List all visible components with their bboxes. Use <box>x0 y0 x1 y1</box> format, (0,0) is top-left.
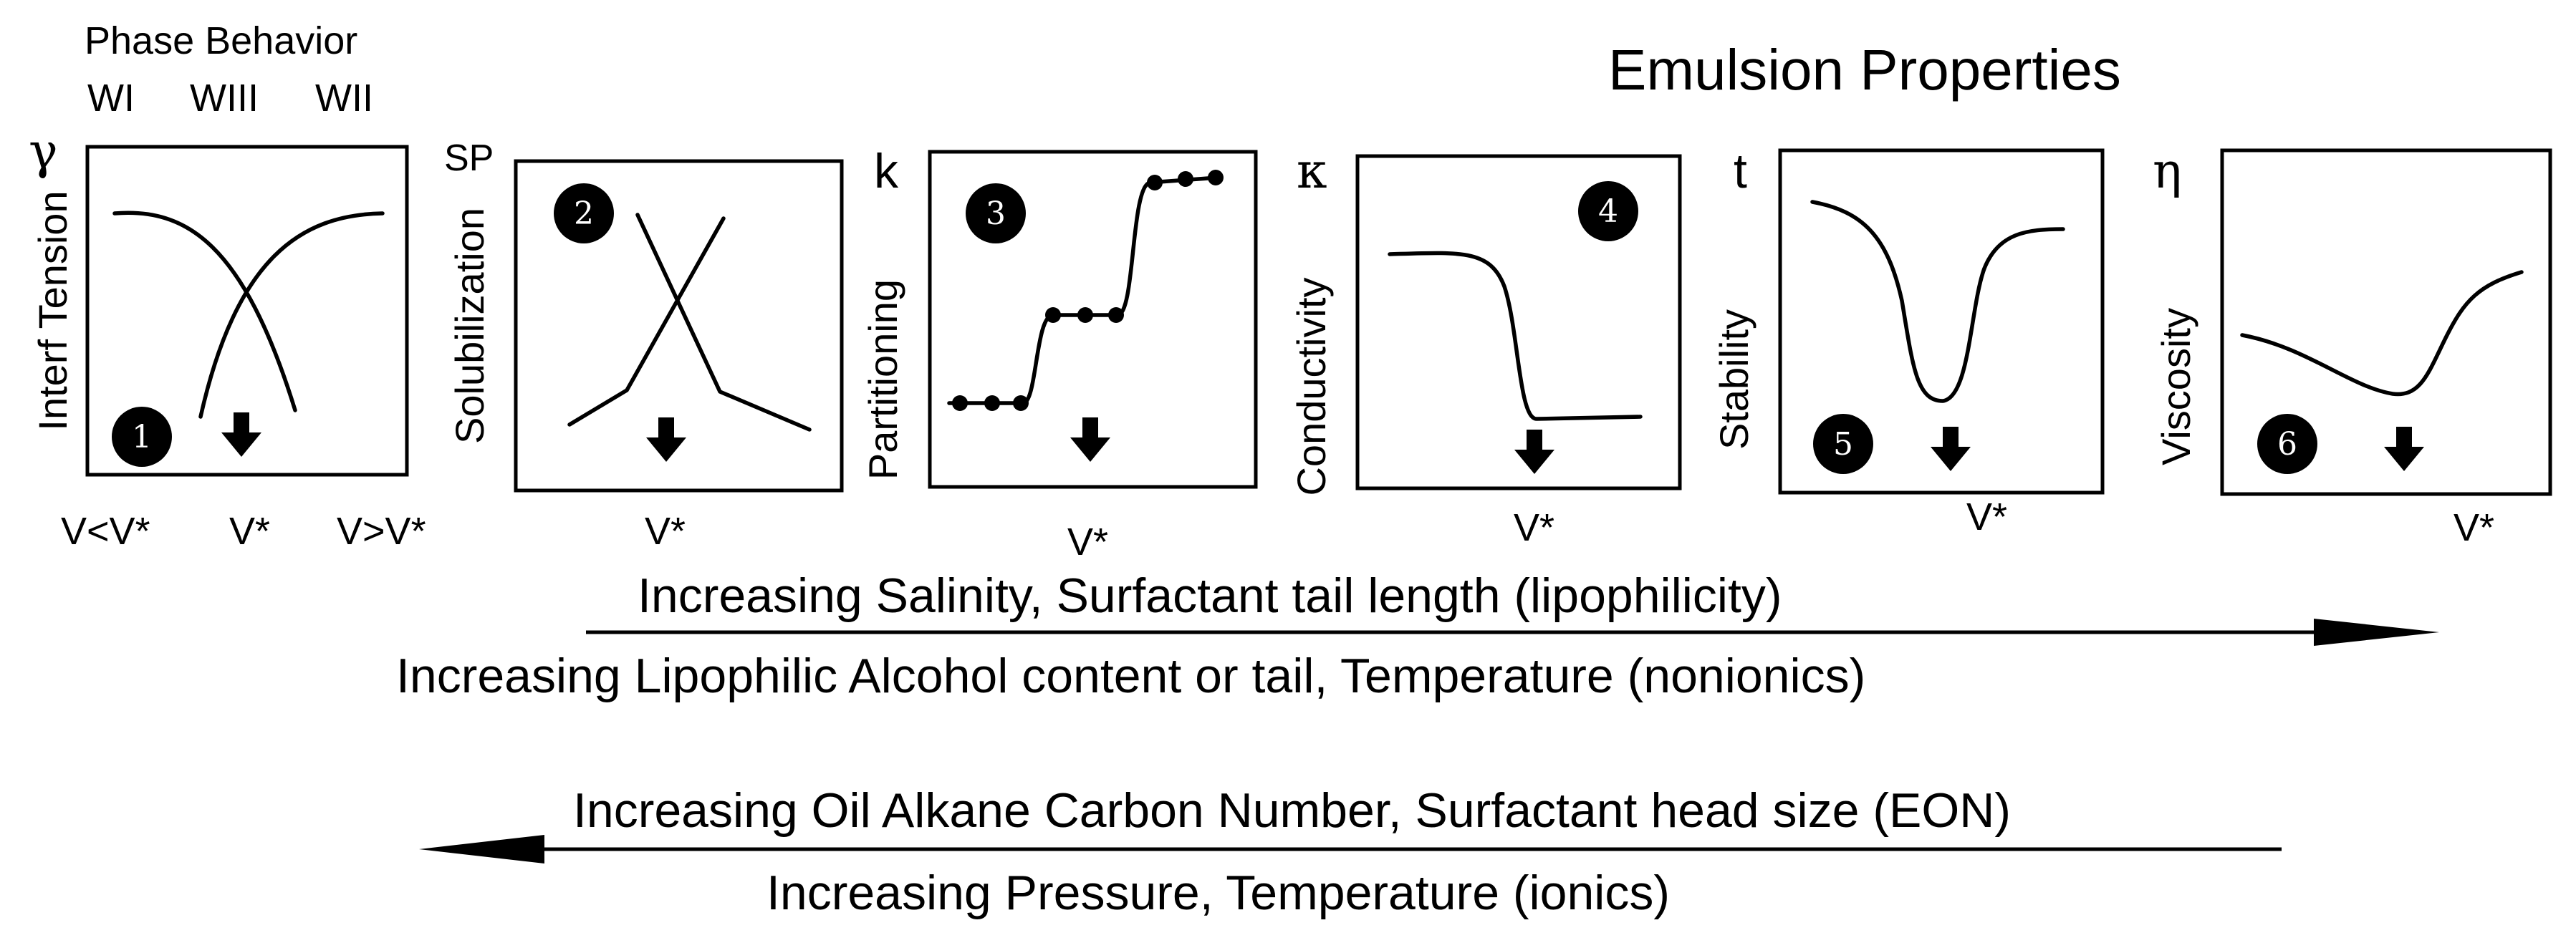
panel-5-number: 5 <box>1833 426 1853 463</box>
left-arrow-bottom-label: Increasing Pressure, Temperature (ionics… <box>766 866 1670 920</box>
panel-6-ylabel: Viscosity <box>2153 308 2198 465</box>
panel-1-number: 1 <box>132 419 152 455</box>
panel-1-ylabel: Interf Tension <box>30 190 75 430</box>
panel-1-xlabel-left: V<V* <box>61 510 150 553</box>
panel-6-frame <box>2220 148 2552 496</box>
panel-1-xlabel-mid: V* <box>229 510 270 553</box>
panel-1-symbol: γ <box>29 124 58 180</box>
panel-2-frame <box>514 159 844 493</box>
panel-4-frame <box>1355 154 1682 490</box>
panel-3-number: 3 <box>986 195 1006 232</box>
panel-3-frame <box>928 150 1258 489</box>
panel-6-curve <box>2240 270 2524 397</box>
panel-1-curve-wi <box>112 211 297 412</box>
panel-6: η Viscosity 6 V* <box>2153 143 2552 549</box>
panel-3-symbol: k <box>874 144 899 198</box>
panel-1-curve-wii <box>198 211 385 419</box>
panel-5-ylabel: Stability <box>1711 309 1756 450</box>
panel-3-badge <box>966 183 1026 243</box>
panel-5-badge <box>1813 414 1873 474</box>
panel-5-symbol: t <box>1734 144 1747 198</box>
panel-1-frame <box>85 145 409 477</box>
panel-6-badge <box>2257 414 2317 474</box>
panel-5: t Stability 5 V* <box>1711 144 2105 538</box>
panel-1-xlabel-right: V>V* <box>337 510 426 553</box>
panel-3-point <box>1045 307 1061 323</box>
panel-3-point <box>1178 171 1193 187</box>
phase-behavior-title: Phase Behavior <box>85 19 357 62</box>
panel-4-number: 4 <box>1598 193 1618 230</box>
panel-4-down-arrow-icon <box>1514 430 1554 474</box>
panel-3-point <box>984 395 1000 411</box>
panel-3-point <box>1077 307 1093 323</box>
panel-2-badge <box>554 183 614 243</box>
panel-5-frame <box>1778 148 2105 495</box>
emulsion-properties-title: Emulsion Properties <box>1608 38 2121 102</box>
right-arrow-top-label: Increasing Salinity, Surfactant tail len… <box>638 569 1782 623</box>
phase-label-wii: WII <box>315 77 373 120</box>
panel-2-curve-rising <box>567 216 726 427</box>
panel-3-point <box>952 395 968 411</box>
phase-label-wiii: WIII <box>190 77 259 120</box>
panel-1-down-arrow-icon <box>221 412 261 457</box>
panel-3-point <box>1108 307 1124 323</box>
panel-2-symbol: SP <box>444 137 494 179</box>
panel-1: γ Interf Tension 1 V<V* V* V>V* <box>29 124 426 553</box>
panel-3-xlabel: V* <box>1067 521 1108 564</box>
panel-2-curve-falling <box>635 213 812 432</box>
panel-3-ylabel: Partitioning <box>860 279 905 480</box>
panel-2-xlabel: V* <box>645 510 686 553</box>
panel-3-point <box>1147 175 1163 190</box>
panel-1-badge <box>112 407 172 467</box>
panel-4-ylabel: Conductivity <box>1289 277 1334 495</box>
panel-3-point <box>1013 395 1029 411</box>
panel-2: SP Solubilization 2 V* <box>444 137 844 553</box>
panel-3: k Partitioning 3 V* <box>860 144 1258 564</box>
panel-4-xlabel: V* <box>1514 506 1554 549</box>
increasing-right-arrow: Increasing Salinity, Surfactant tail len… <box>396 569 2439 703</box>
panel-5-down-arrow-icon <box>1931 427 1971 471</box>
panel-4: κ Conductivity 4 V* <box>1289 143 1682 549</box>
phase-label-wi: WI <box>87 77 135 120</box>
panel-3-down-arrow-icon <box>1070 417 1110 462</box>
increasing-left-arrow: Increasing Oil Alkane Carbon Number, Sur… <box>419 783 2282 920</box>
panel-2-ylabel: Solubilization <box>447 208 492 444</box>
panel-2-number: 2 <box>574 195 594 232</box>
right-arrow-head-icon <box>2314 619 2439 646</box>
left-arrow-top-label: Increasing Oil Alkane Carbon Number, Sur… <box>573 783 2011 838</box>
panel-4-curve <box>1388 251 1643 421</box>
panel-5-curve <box>1810 200 2065 403</box>
panel-6-number: 6 <box>2277 426 2297 463</box>
panel-3-point <box>1208 170 1224 185</box>
right-arrow-bottom-label: Increasing Lipophilic Alcohol content or… <box>396 649 1865 703</box>
panel-2-down-arrow-icon <box>646 417 686 462</box>
panel-6-down-arrow-icon <box>2384 427 2424 471</box>
left-arrow-head-icon <box>419 835 544 864</box>
panel-4-badge <box>1578 181 1638 241</box>
panel-3-data-points <box>952 170 1224 411</box>
panel-6-xlabel: V* <box>2454 506 2494 549</box>
panel-5-xlabel: V* <box>1966 495 2007 538</box>
panel-6-symbol: η <box>2153 143 2182 200</box>
panel-4-symbol: κ <box>1297 143 1327 200</box>
